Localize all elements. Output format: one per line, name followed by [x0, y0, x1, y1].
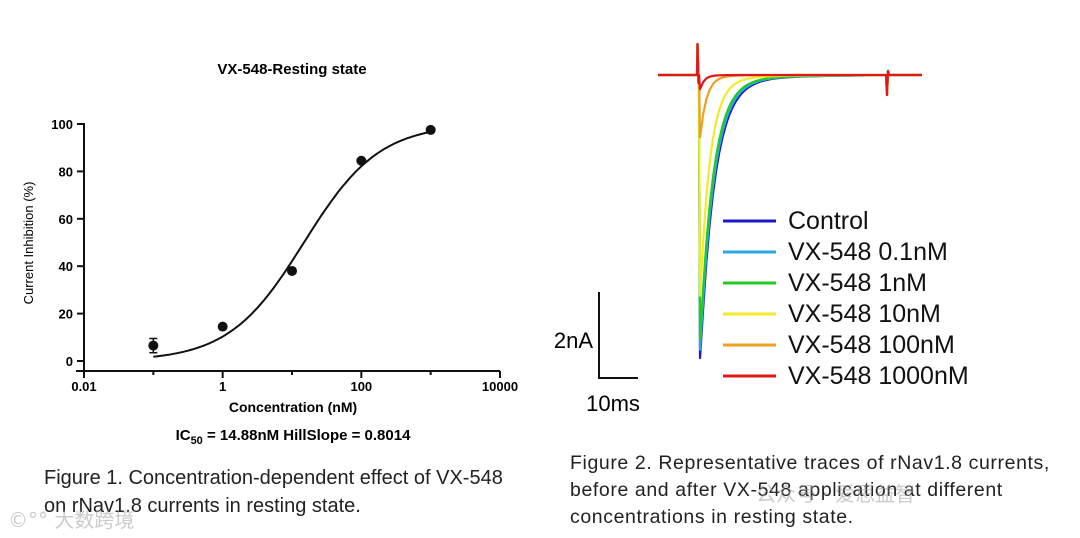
y-tick-label: 40 — [59, 259, 73, 274]
x-tick-label: 0.01 — [71, 379, 96, 394]
figure-1-caption: Figure 1. Concentration-dependent effect… — [44, 467, 503, 517]
x-axis-label: Concentration (nM) — [229, 399, 357, 415]
fit-label-sub: 50 — [191, 435, 203, 447]
legend-label: VX-548 1000nM — [788, 362, 969, 390]
current-traces-chart: Control VX-548 0.1nM VX-548 1nM VX-548 10nM… — [554, 42, 969, 416]
scale-bar-x-label: 10ms — [586, 391, 640, 416]
trace-vx-548-1000nm — [658, 42, 922, 97]
legend-label: VX-548 10nM — [788, 300, 941, 328]
legend: Control VX-548 0.1nM VX-548 1nM VX-548 10nM… — [723, 207, 969, 390]
y-tick-label: 0 — [66, 354, 73, 369]
figure-2-caption: Figure 2. Representative traces of rNav1… — [570, 452, 1050, 528]
y-tick-label: 60 — [59, 212, 73, 227]
chart-title: VX-548-Resting state — [217, 61, 366, 78]
y-tick-label: 100 — [51, 117, 73, 132]
chart-axes — [76, 123, 500, 372]
x-tick-label: 10000 — [482, 379, 518, 394]
fit-parameters: IC50 = 14.88nM HillSlope = 0.8014 — [176, 427, 412, 447]
y-axis-ticks: 0 20 40 60 80 100 — [51, 117, 84, 369]
y-tick-label: 20 — [59, 307, 73, 322]
fit-label-prefix: IC — [176, 427, 191, 444]
data-point — [217, 321, 228, 332]
scale-bar-y-label: 2nA — [554, 328, 593, 353]
data-points — [148, 124, 436, 354]
fit-curve — [153, 130, 431, 358]
dose-response-chart: VX-548-Resting state 0 20 40 60 80 100 0.01 1 1… — [21, 61, 518, 447]
x-tick-label: 1 — [219, 379, 226, 394]
legend-label: Control — [788, 207, 869, 235]
y-axis-label: Current Inhibition (%) — [21, 182, 36, 305]
scale-bar: 2nA 10ms — [554, 292, 640, 416]
data-point — [287, 265, 297, 276]
data-point — [148, 340, 159, 351]
legend-label: VX-548 100nM — [788, 331, 955, 359]
watermark-left: ©°° 大数跨境 — [8, 508, 135, 532]
x-axis-ticks: 0.01 1 100 10000 — [71, 371, 518, 394]
watermark-right: 公众号 · 爱思益智 — [756, 482, 916, 506]
data-point — [425, 124, 436, 135]
legend-label: VX-548 1nM — [788, 269, 927, 297]
current-traces — [658, 42, 922, 360]
x-tick-label: 100 — [350, 379, 372, 394]
y-tick-label: 80 — [59, 164, 73, 179]
data-point — [356, 155, 367, 166]
fit-label-rest: = 14.88nM HillSlope = 0.8014 — [203, 427, 411, 444]
legend-label: VX-548 0.1nM — [788, 238, 948, 266]
